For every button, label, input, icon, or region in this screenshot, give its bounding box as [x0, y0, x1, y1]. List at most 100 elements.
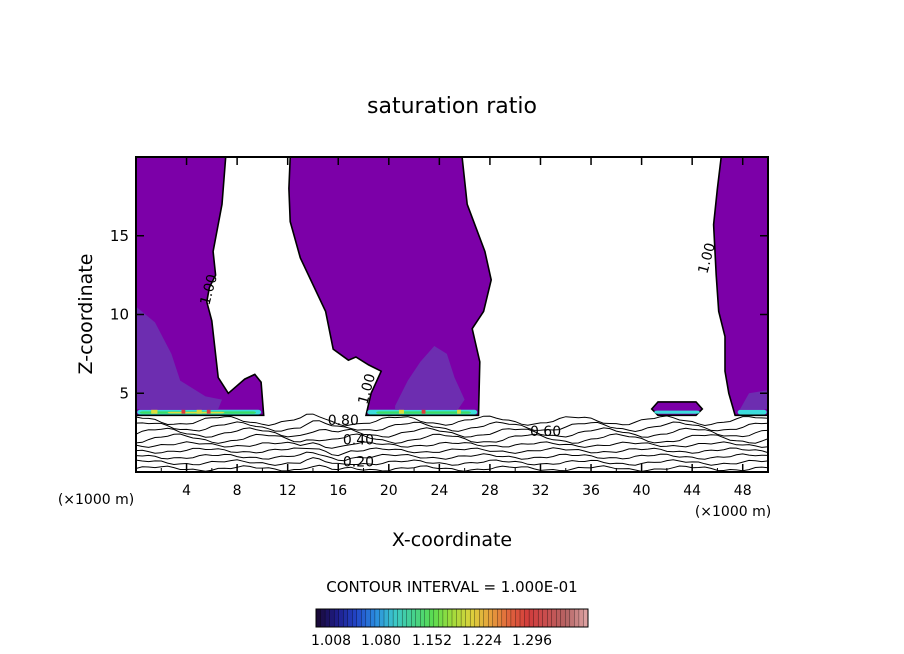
contour-line — [136, 427, 768, 438]
colorbar-segment — [320, 608, 326, 628]
x-axis-ticks: 4 8 12 16 20 24 28 32 36 40 44 48 — [160, 157, 752, 499]
colorbar-segment — [456, 608, 462, 628]
colorbar-segment — [465, 608, 471, 628]
colorbar-segment — [488, 608, 494, 628]
colorbar-segment — [556, 608, 562, 628]
colorbar-tick-label: 1.152 — [412, 633, 452, 649]
colorbar-segment — [356, 608, 362, 628]
colorbar-tick-label: 1.224 — [462, 633, 502, 649]
x-tick-label: 32 — [532, 483, 550, 499]
colorbar-segment — [501, 608, 507, 628]
colorbar — [315, 608, 589, 628]
y-tick-label: 10 — [110, 306, 129, 324]
cloud-region-right — [712, 157, 768, 417]
base-speck — [151, 409, 158, 414]
x-tick-label: 4 — [182, 483, 191, 499]
contour-line — [136, 451, 768, 462]
colorbar-segment — [365, 608, 371, 628]
base-speck — [181, 409, 186, 414]
colorbar-segment — [315, 608, 321, 628]
contour-label: 1.00 — [355, 372, 379, 406]
base-speck — [398, 409, 404, 414]
colorbar-segment — [528, 608, 535, 628]
colorbar-segment — [497, 608, 503, 628]
colorbar-segment — [361, 608, 367, 628]
contour-line — [136, 413, 768, 427]
colorbar-segment — [569, 608, 575, 628]
x-tick-label: 36 — [582, 483, 600, 499]
colorbar-segment — [438, 608, 444, 628]
x-tick-label: 28 — [481, 483, 499, 499]
colorbar-segment — [352, 608, 358, 628]
colorbar-segment — [329, 608, 335, 628]
low-patch-right — [740, 390, 768, 409]
x-axis-label: X-coordinate — [392, 529, 512, 551]
x-unit-right: (×1000 m) — [695, 504, 771, 520]
colorbar-segment — [547, 608, 553, 628]
colorbar-segment — [442, 608, 448, 628]
colorbar-segment — [519, 608, 525, 628]
x-tick-label: 12 — [279, 483, 297, 499]
base-band-right-cyan — [737, 409, 767, 415]
colorbar-segment — [433, 608, 439, 628]
contour-label: 0.20 — [343, 454, 374, 470]
contour-label: 0.80 — [328, 413, 359, 429]
colorbar-tick-label: 1.296 — [512, 633, 552, 649]
colorbar-segment — [574, 608, 580, 628]
colorbar-segment — [510, 608, 516, 628]
colorbar-tick-label: 1.008 — [311, 633, 351, 649]
colorbar-segment — [515, 608, 521, 628]
chart-title: saturation ratio — [367, 94, 537, 119]
x-tick-label: 44 — [683, 483, 701, 499]
base-speck — [421, 409, 426, 414]
colorbar-segment — [537, 608, 544, 628]
cloud-region-center — [288, 157, 493, 417]
colorbar-frame — [315, 608, 589, 628]
colorbar-tick-label: 1.080 — [361, 633, 401, 649]
colorbar-segment — [429, 608, 435, 628]
colorbar-segment — [447, 608, 453, 628]
colorbar-segment — [560, 608, 566, 628]
contour-label: 1.00 — [197, 273, 221, 307]
contour-line — [136, 420, 768, 433]
colorbar-segment — [424, 608, 430, 628]
colorbar-segment — [469, 608, 476, 628]
plot-area — [136, 157, 768, 472]
colorbar-segment — [483, 608, 489, 628]
colorbar-segment — [411, 608, 417, 628]
colorbar-segment — [406, 608, 412, 628]
colorbar-segment — [379, 608, 385, 628]
colorbar-segment — [333, 608, 340, 628]
y-axis-label: Z-coordinate — [75, 254, 97, 375]
colorbar-segment — [401, 608, 408, 628]
x-tick-label: 24 — [430, 483, 448, 499]
base-speck — [457, 409, 461, 414]
colorbar-segment — [415, 608, 421, 628]
colorbar-segment — [524, 608, 530, 628]
x-tick-label: 16 — [329, 483, 347, 499]
colorbar-segment — [460, 608, 467, 628]
colorbar-segment — [479, 608, 485, 628]
colorbar-segment — [397, 608, 403, 628]
base-band-small-cyan — [654, 410, 700, 414]
y-tick-label: 15 — [110, 227, 129, 245]
contour-line — [136, 464, 768, 472]
colorbar-segment — [542, 608, 548, 628]
colorbar-segment — [474, 608, 480, 628]
contour-line — [136, 441, 768, 449]
colorbar-segment — [506, 608, 512, 628]
colorbar-segment — [388, 608, 394, 628]
contour-label: 0.40 — [343, 432, 374, 448]
colorbar-segment — [324, 608, 331, 628]
contour-lines — [136, 413, 768, 472]
contour-interval-label: CONTOUR INTERVAL = 1.000E-01 — [326, 578, 577, 596]
base-band-left-yellow — [167, 411, 225, 414]
contour-labels: 0.20 0.40 0.60 0.80 1.00 1.00 1.00 — [197, 241, 719, 470]
contour-label: 1.00 — [695, 241, 719, 275]
low-patch-left — [136, 306, 222, 409]
colorbar-segment — [533, 608, 539, 628]
colorbar-segment — [420, 608, 426, 628]
x-tick-label: 48 — [734, 483, 752, 499]
x-tick-label: 40 — [633, 483, 651, 499]
